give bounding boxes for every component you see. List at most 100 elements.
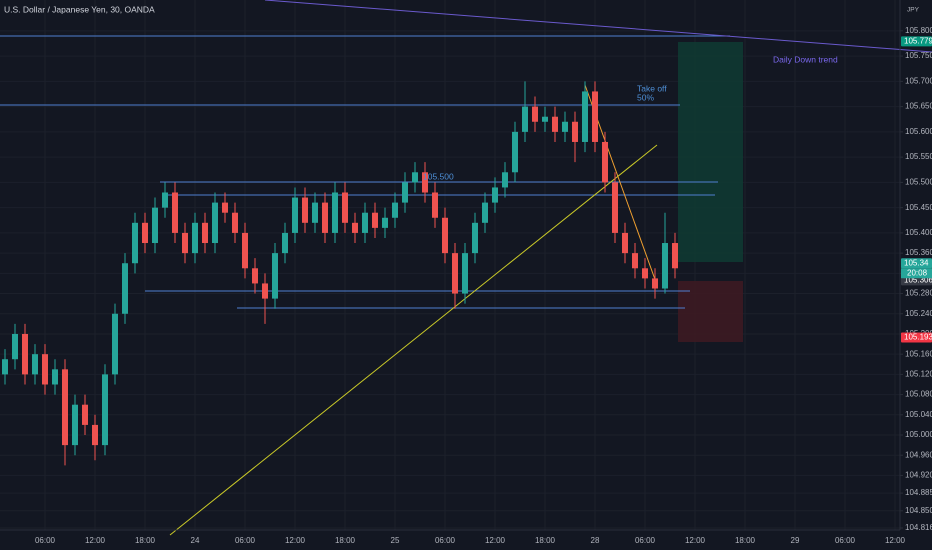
y-tick-label: 105.240 <box>905 309 932 318</box>
candle-body <box>122 263 128 314</box>
y-tick-label: 105.000 <box>905 430 932 439</box>
price-tag-label: 105.779 <box>904 37 932 46</box>
candle-body <box>72 404 78 446</box>
currency-label: JPY <box>907 7 920 14</box>
candle-body <box>562 121 568 132</box>
y-tick-label: 104.850 <box>905 506 932 515</box>
y-tick-label: 104.816 <box>905 523 932 532</box>
candle-body <box>552 116 558 132</box>
candle-body <box>222 202 228 213</box>
x-tick-label: 12:00 <box>485 536 506 545</box>
y-tick-label: 105.360 <box>905 248 932 257</box>
candle-body <box>652 278 658 289</box>
candle-body <box>452 253 458 294</box>
level-label: 105.500 <box>423 171 454 181</box>
x-tick-label: 18:00 <box>135 536 156 545</box>
x-tick-label: 06:00 <box>635 536 656 545</box>
candle-body <box>262 283 268 299</box>
candle-body <box>62 369 68 446</box>
x-tick-label: 18:00 <box>335 536 356 545</box>
x-tick-label: 06:00 <box>235 536 256 545</box>
candle-body <box>312 202 318 223</box>
y-tick-label: 105.600 <box>905 127 932 136</box>
candle-body <box>12 333 18 360</box>
y-tick-label: 105.400 <box>905 228 932 237</box>
candle-body <box>2 359 8 375</box>
price-tag-label: 105.306 <box>904 276 932 285</box>
candle-body <box>162 192 168 208</box>
x-tick-label: 12:00 <box>885 536 906 545</box>
candle-body <box>582 91 588 142</box>
y-tick-label: 104.885 <box>905 488 932 497</box>
y-tick-label: 104.960 <box>905 450 932 459</box>
y-tick-label: 105.280 <box>905 289 932 298</box>
price-tag <box>901 36 932 47</box>
x-tick-label: 18:00 <box>735 536 756 545</box>
y-tick-label: 105.650 <box>905 102 932 111</box>
x-tick-label: 29 <box>791 536 800 545</box>
candle-body <box>442 217 448 254</box>
candle-body <box>512 131 518 173</box>
candle-body <box>612 182 618 233</box>
candle-body <box>572 121 578 142</box>
candle-body <box>622 232 628 254</box>
x-tick-label: 12:00 <box>85 536 106 545</box>
candle-body <box>182 232 188 254</box>
candles <box>2 81 678 466</box>
price-tag-label: 105.34 <box>904 258 929 267</box>
candle-body <box>192 222 198 254</box>
loss-zone <box>678 281 743 342</box>
candle-body <box>402 182 408 203</box>
y-tick-label: 105.120 <box>905 369 932 378</box>
candle-body <box>132 222 138 264</box>
y-tick-label: 105.160 <box>905 349 932 358</box>
candle-body <box>232 212 238 233</box>
candle-body <box>282 232 288 254</box>
x-tick-label: 06:00 <box>835 536 856 545</box>
candle-body <box>642 268 648 279</box>
trend-label: Daily Down trend <box>773 54 838 64</box>
candle-body <box>32 354 38 375</box>
drawings <box>0 35 730 309</box>
candle-body <box>672 243 678 269</box>
candle-body <box>142 222 148 244</box>
y-tick-label: 105.700 <box>905 76 932 85</box>
take-off-pct: 50% <box>637 92 654 102</box>
profit-zone <box>678 42 743 262</box>
candle-body <box>592 91 598 142</box>
countdown-label: 20:08 <box>907 268 928 277</box>
candle-body <box>242 232 248 269</box>
price-tag <box>901 332 932 343</box>
candle-body <box>492 187 498 203</box>
x-tick-label: 25 <box>391 536 400 545</box>
y-tick-label: 105.550 <box>905 152 932 161</box>
price-tag-label: 105.193 <box>904 333 932 342</box>
candle-body <box>472 222 478 254</box>
candle-body <box>372 212 378 228</box>
candle-body <box>522 106 528 132</box>
candle-body <box>542 116 548 122</box>
price-tag <box>901 258 932 269</box>
candle-body <box>22 333 28 375</box>
y-tick-label: 105.040 <box>905 410 932 419</box>
candle-body <box>92 424 98 446</box>
candle-body <box>422 172 428 193</box>
candle-body <box>502 172 508 188</box>
x-tick-label: 06:00 <box>35 536 56 545</box>
candle-body <box>252 268 258 284</box>
take-off-label: Take off <box>637 83 667 93</box>
countdown-box <box>901 268 932 279</box>
support-trendline <box>169 144 658 536</box>
candle-body <box>412 172 418 183</box>
x-tick-label: 18:00 <box>535 536 556 545</box>
y-tick-label: 105.800 <box>905 26 932 35</box>
x-tick-label: 28 <box>591 536 600 545</box>
candle-body <box>392 202 398 218</box>
candle-body <box>352 222 358 233</box>
candle-body <box>102 374 108 446</box>
candle-body <box>662 243 668 289</box>
x-tick-label: 12:00 <box>285 536 306 545</box>
candle-body <box>382 217 388 228</box>
candle-body <box>342 192 348 223</box>
